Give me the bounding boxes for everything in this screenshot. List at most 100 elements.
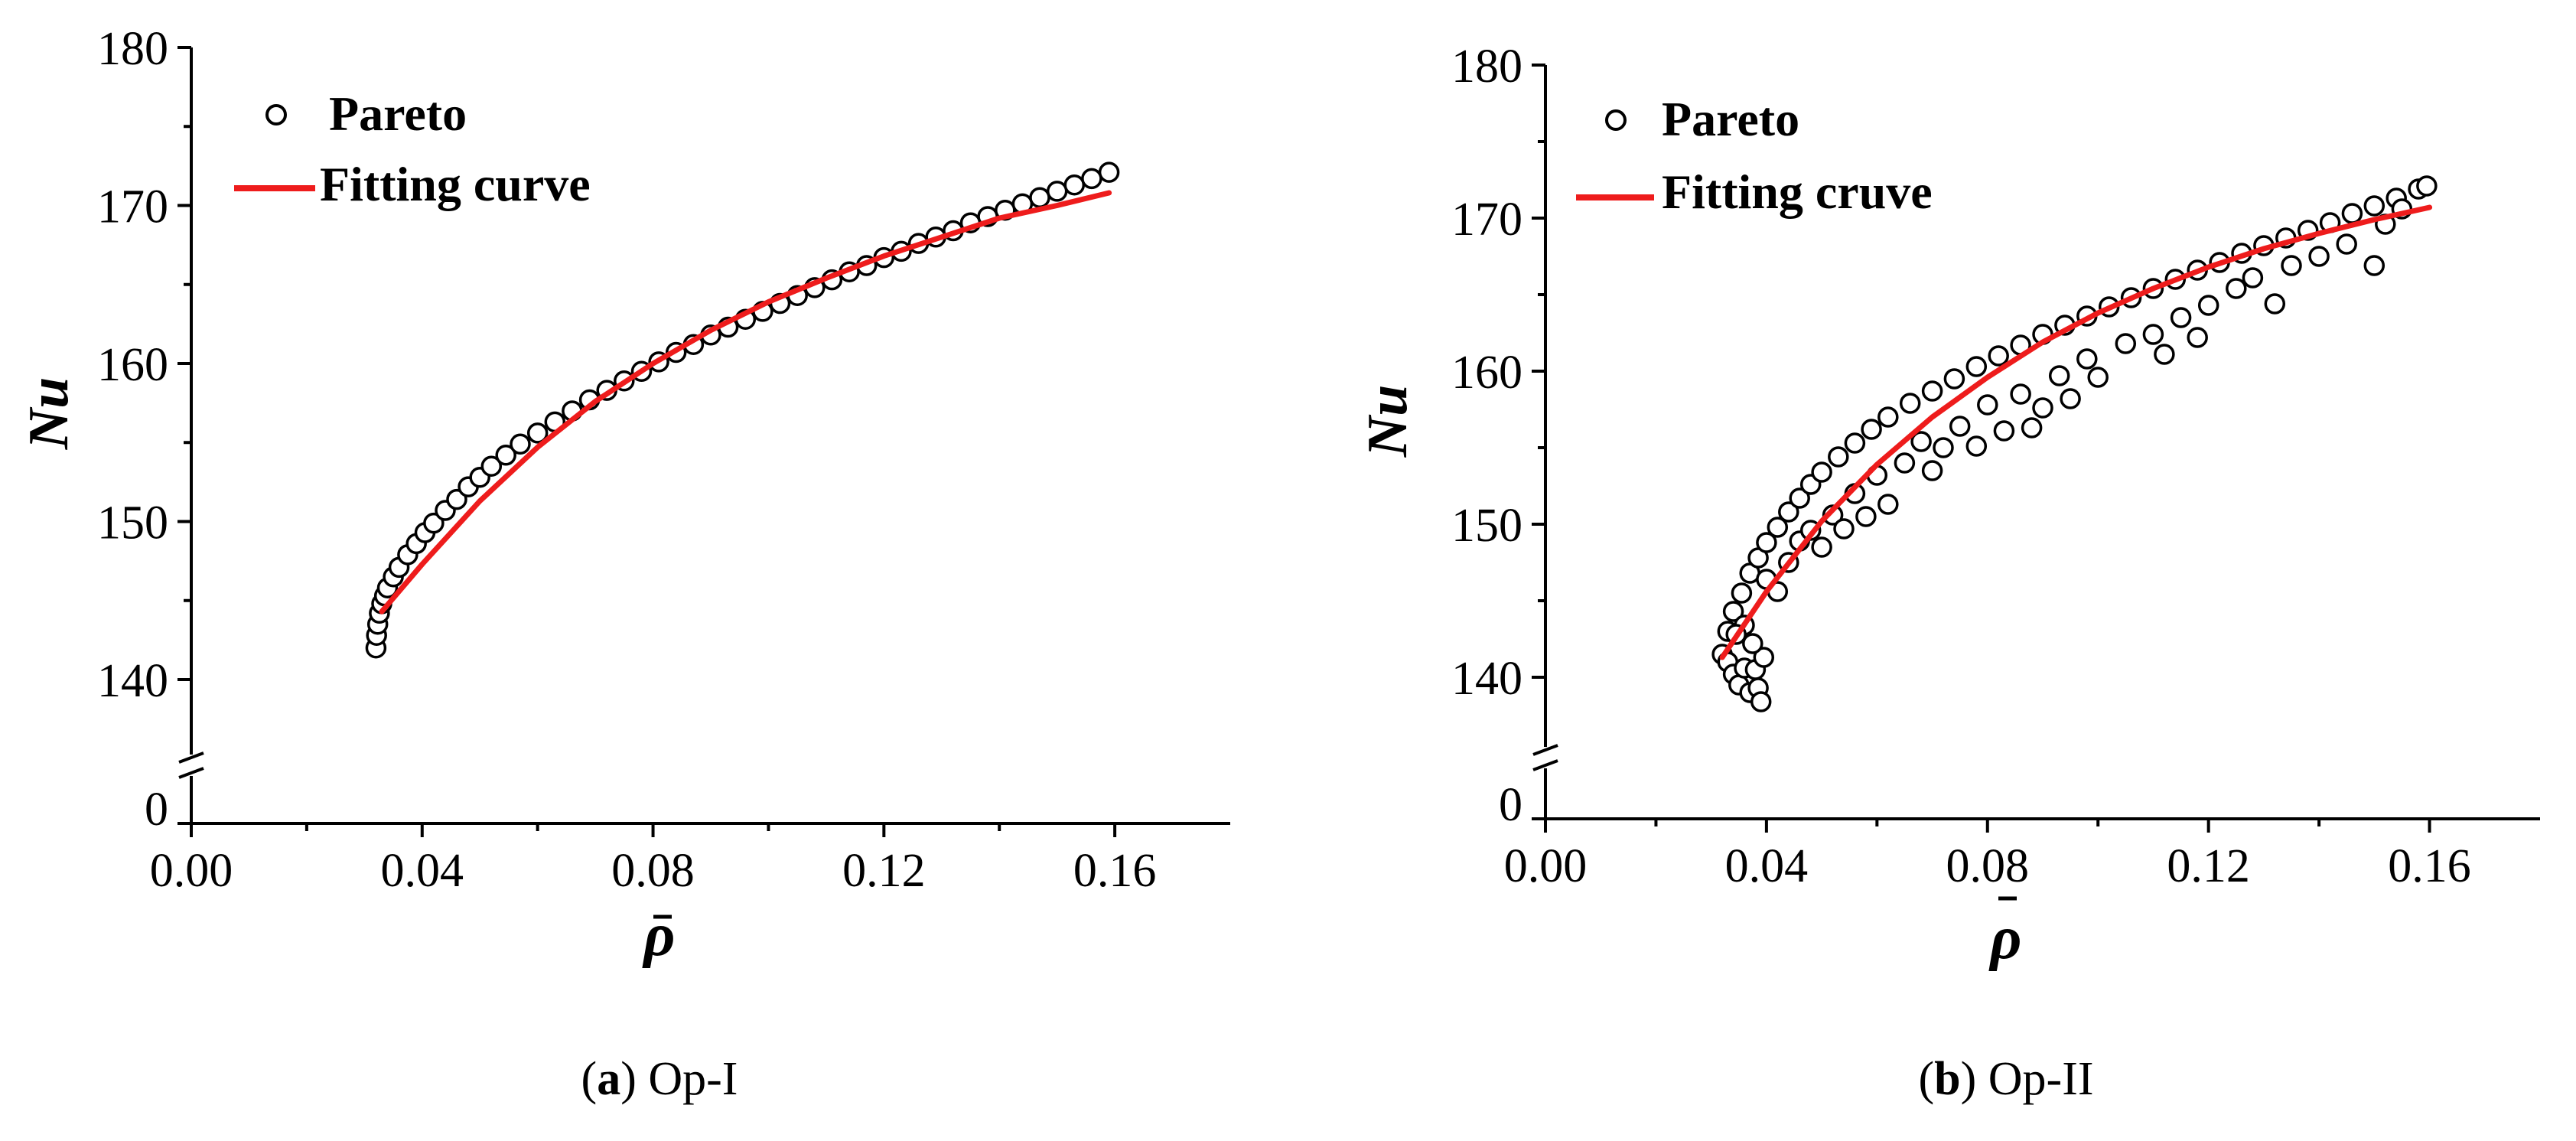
scatter-point — [1933, 437, 1954, 458]
scatter-point — [1811, 536, 1832, 558]
legend: Pareto Fitting cruve — [1576, 92, 1933, 219]
scatter-point — [1756, 532, 1777, 553]
scatter-point — [1731, 582, 1753, 604]
scatter-point — [1750, 691, 1772, 712]
scatter-point — [2363, 255, 2385, 276]
scatter-point — [526, 422, 549, 444]
chart-panel-op-ii: 140 150 160 170 180 0 0.00 0.04 0.08 0.12 0.16 Par… — [1356, 41, 2540, 1105]
scatter-point — [2264, 293, 2286, 315]
y-tick-label: 170 — [1451, 194, 1522, 246]
scatter-points — [1711, 175, 2438, 712]
x-axis-label-text: ρ — [642, 901, 675, 969]
scatter-point — [2010, 383, 2031, 405]
scatter-point — [1722, 601, 1744, 622]
x-tick-label: 0.12 — [2167, 840, 2250, 892]
scatter-point — [423, 512, 445, 534]
x-tick-label: 0.08 — [1946, 840, 2030, 892]
x-axis-label-text: ρ — [1988, 905, 2021, 972]
scatter-point — [1029, 187, 1050, 208]
scatter-point — [1828, 446, 1849, 468]
scatter-point — [1877, 406, 1899, 428]
scatter-point — [1753, 647, 1775, 668]
caption-text: Op-I — [648, 1053, 738, 1105]
fitting-curve — [379, 190, 1112, 615]
scatter-point — [510, 433, 531, 455]
scatter-point — [2021, 417, 2043, 438]
scatter-point — [1977, 394, 1998, 416]
axes: 140 150 160 170 180 0 0.00 0.04 0.08 0.12 0.16 — [1451, 41, 2540, 892]
caption-text: Op-II — [1988, 1053, 2094, 1105]
fitting-curve-line — [379, 190, 1112, 615]
scatter-point — [1910, 431, 1932, 452]
scatter-point — [2226, 278, 2247, 299]
scatter-point — [2416, 175, 2438, 197]
y-tick-label: 160 — [1451, 347, 1522, 399]
scatter-point — [1046, 181, 1068, 202]
scatter-point — [2197, 295, 2219, 316]
scatter-point — [1778, 501, 1799, 523]
scatter-point — [2242, 267, 2264, 289]
scatter-point — [2142, 324, 2164, 345]
caption: (a) Op-I — [581, 1053, 738, 1105]
scatter-point — [1081, 168, 1102, 190]
y-axis-label: Nu — [18, 377, 80, 451]
scatter-point — [1098, 161, 1120, 183]
scatter-point — [446, 488, 467, 510]
x-axis-label: ρ — [642, 901, 675, 969]
scatter-point — [2187, 327, 2208, 348]
scatter-point — [2170, 307, 2192, 328]
scatter-point — [1993, 420, 2015, 442]
legend: Pareto Fitting curve — [234, 86, 591, 211]
y-tick-label-zero: 0 — [145, 784, 168, 836]
scatter-point — [2076, 348, 2098, 370]
legend-scatter-label: Pareto — [1662, 92, 1799, 146]
scatter-point — [1921, 380, 1943, 402]
y-tick-label: 140 — [1451, 653, 1522, 705]
caption: (b) Op-II — [1918, 1053, 2093, 1105]
scatter-point — [480, 455, 503, 477]
scatter-point — [1063, 174, 1086, 196]
scatter-point — [495, 445, 516, 466]
axis-break-mark — [1532, 759, 1558, 771]
y-axis-label: Nu — [1356, 385, 1419, 458]
scatter-point — [1855, 506, 1877, 527]
scatter-point — [1789, 487, 1810, 509]
scatter-point — [1921, 460, 1943, 481]
legend-line-label: Fitting curve — [320, 157, 591, 211]
axis-break-mark — [178, 751, 204, 764]
y-tick-label: 180 — [97, 23, 168, 75]
scatter-point — [1943, 368, 1965, 390]
caption-letter: a — [597, 1053, 620, 1105]
fitting-curve-line — [1719, 204, 2433, 660]
scatter-point — [1833, 518, 1855, 540]
y-tick-label: 150 — [97, 497, 168, 549]
scatter-point — [1894, 452, 1916, 474]
axis-break-mark — [1532, 744, 1558, 756]
scatter-point — [1965, 435, 1988, 457]
y-tick-label: 160 — [97, 339, 168, 391]
x-tick-label: 0.16 — [2388, 840, 2471, 892]
scatter-point — [2032, 397, 2053, 419]
scatter-point — [1877, 494, 1899, 515]
scatter-point — [2115, 333, 2137, 354]
axes: 140 150 160 170 180 0 0.00 0.04 0.08 0.12 0.16 — [97, 23, 1230, 897]
x-tick-label: 0.04 — [381, 845, 464, 897]
y-tick-label: 140 — [97, 655, 168, 707]
x-tick-label: 0.04 — [1725, 840, 1809, 892]
scatter-point — [1767, 517, 1789, 538]
scatter-point — [1742, 633, 1763, 654]
legend-scatter-marker — [265, 104, 287, 126]
y-tick-label: 150 — [1451, 500, 1522, 552]
scatter-point — [2154, 344, 2175, 365]
y-tick-label: 180 — [1451, 41, 1522, 93]
y-tick-label: 170 — [97, 181, 168, 233]
scatter-point — [2308, 246, 2330, 267]
legend-scatter-marker — [1605, 109, 1627, 131]
x-axis-label: ρ — [1988, 896, 2022, 972]
legend-scatter-label: Pareto — [329, 86, 467, 141]
x-tick-label: 0.16 — [1073, 845, 1157, 897]
y-tick-label-zero: 0 — [1499, 779, 1522, 831]
scatter-point — [1844, 432, 1866, 454]
axis-break-mark — [178, 767, 204, 779]
